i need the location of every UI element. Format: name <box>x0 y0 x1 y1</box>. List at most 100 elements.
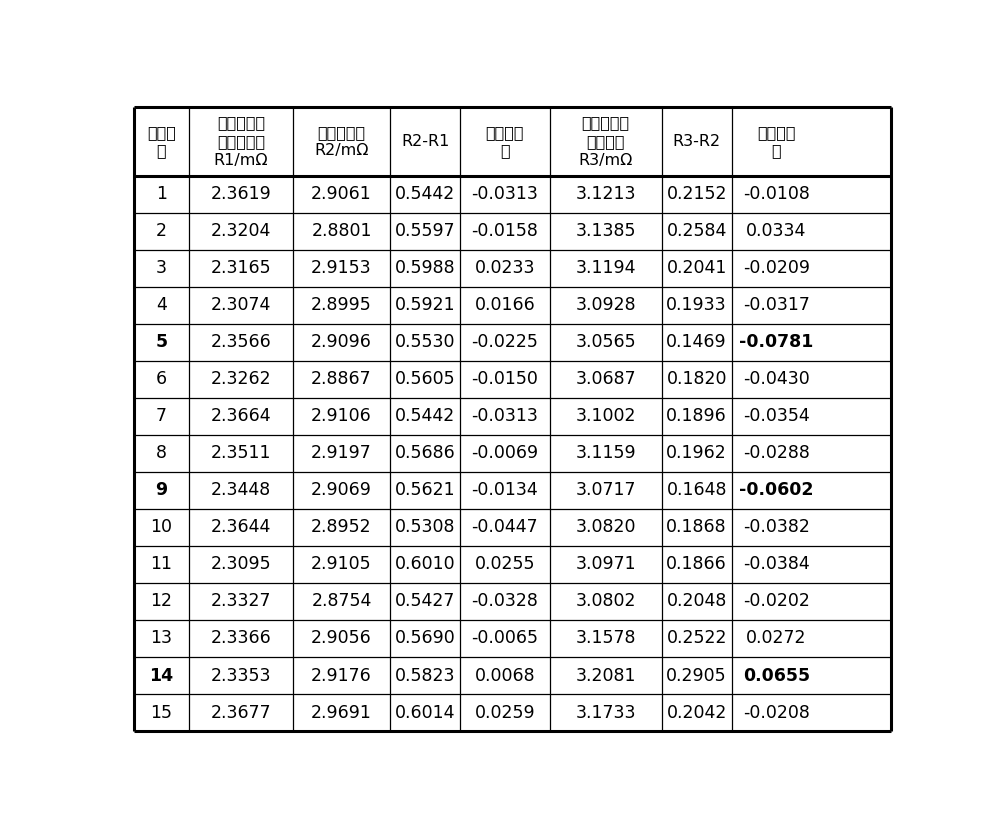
Text: 0.5442: 0.5442 <box>395 185 455 203</box>
Text: 3.0971: 3.0971 <box>575 555 636 574</box>
Text: -0.0065: -0.0065 <box>471 629 538 647</box>
Text: 偏离平均
值: 偏离平均 值 <box>757 124 796 159</box>
Text: -0.0225: -0.0225 <box>471 334 538 351</box>
Text: 2.8867: 2.8867 <box>311 370 372 388</box>
Text: 2.9153: 2.9153 <box>311 259 372 277</box>
Text: 2.9056: 2.9056 <box>311 629 372 647</box>
Text: 0.1866: 0.1866 <box>666 555 727 574</box>
Text: 0.5686: 0.5686 <box>395 444 456 462</box>
Text: 0.0655: 0.0655 <box>743 666 810 685</box>
Text: 2.9106: 2.9106 <box>311 408 372 425</box>
Text: 2.9061: 2.9061 <box>311 185 372 203</box>
Text: 2.3327: 2.3327 <box>211 593 271 611</box>
Text: 2.9096: 2.9096 <box>311 334 372 351</box>
Text: 3.1213: 3.1213 <box>575 185 636 203</box>
Text: 2.3644: 2.3644 <box>211 519 271 536</box>
Text: 0.0255: 0.0255 <box>475 555 535 574</box>
Text: 0.6014: 0.6014 <box>395 704 455 721</box>
Text: 5: 5 <box>155 334 168 351</box>
Text: -0.0313: -0.0313 <box>471 185 538 203</box>
Text: 3.1194: 3.1194 <box>575 259 636 277</box>
Text: 2.3566: 2.3566 <box>211 334 271 351</box>
Text: -0.0313: -0.0313 <box>471 408 538 425</box>
Text: -0.0781: -0.0781 <box>739 334 814 351</box>
Text: -0.0288: -0.0288 <box>743 444 810 462</box>
Text: 2.3204: 2.3204 <box>211 222 271 240</box>
Text: 2.3353: 2.3353 <box>211 666 271 685</box>
Text: 0.1648: 0.1648 <box>666 481 727 500</box>
Text: 2.3262: 2.3262 <box>211 370 271 388</box>
Text: 0.5427: 0.5427 <box>395 593 455 611</box>
Text: 2.8952: 2.8952 <box>311 519 372 536</box>
Text: -0.0384: -0.0384 <box>743 555 810 574</box>
Text: 注液后高温
搁置后内阻
R1/mΩ: 注液后高温 搁置后内阻 R1/mΩ <box>214 115 268 168</box>
Text: 0.6010: 0.6010 <box>395 555 455 574</box>
Text: 3.0687: 3.0687 <box>575 370 636 388</box>
Text: R3-R2: R3-R2 <box>673 134 721 149</box>
Text: 2.9176: 2.9176 <box>311 666 372 685</box>
Text: 0.5442: 0.5442 <box>395 408 455 425</box>
Text: 2.9691: 2.9691 <box>311 704 372 721</box>
Text: -0.0447: -0.0447 <box>472 519 538 536</box>
Text: 2.3664: 2.3664 <box>211 408 271 425</box>
Text: 偏离平均
值: 偏离平均 值 <box>486 124 524 159</box>
Text: 3: 3 <box>156 259 167 277</box>
Text: -0.0134: -0.0134 <box>472 481 538 500</box>
Text: R2-R1: R2-R1 <box>401 134 449 149</box>
Text: 2.3095: 2.3095 <box>211 555 271 574</box>
Text: 0.0272: 0.0272 <box>746 629 807 647</box>
Text: 0.2048: 0.2048 <box>666 593 727 611</box>
Text: 2.3074: 2.3074 <box>211 296 271 315</box>
Text: 6: 6 <box>156 370 167 388</box>
Text: 2.3448: 2.3448 <box>211 481 271 500</box>
Text: -0.0430: -0.0430 <box>743 370 810 388</box>
Text: 0.5921: 0.5921 <box>395 296 455 315</box>
Text: 2.9069: 2.9069 <box>311 481 372 500</box>
Text: 8: 8 <box>156 444 167 462</box>
Text: 0.0334: 0.0334 <box>746 222 807 240</box>
Text: -0.0150: -0.0150 <box>471 370 538 388</box>
Text: 0.5605: 0.5605 <box>395 370 455 388</box>
Text: -0.0202: -0.0202 <box>743 593 810 611</box>
Text: 3.1002: 3.1002 <box>575 408 636 425</box>
Text: 0.0166: 0.0166 <box>475 296 535 315</box>
Text: 2.3165: 2.3165 <box>211 259 271 277</box>
Text: 13: 13 <box>151 629 173 647</box>
Text: 15: 15 <box>151 704 173 721</box>
Text: 0.0068: 0.0068 <box>475 666 535 685</box>
Text: 2.9105: 2.9105 <box>311 555 372 574</box>
Text: -0.0602: -0.0602 <box>739 481 814 500</box>
Text: 0.5530: 0.5530 <box>395 334 455 351</box>
Text: 2.3366: 2.3366 <box>211 629 271 647</box>
Text: 9: 9 <box>155 481 168 500</box>
Text: 3.0802: 3.0802 <box>575 593 636 611</box>
Text: -0.0209: -0.0209 <box>743 259 810 277</box>
Text: 0.1962: 0.1962 <box>666 444 727 462</box>
Text: 1: 1 <box>156 185 167 203</box>
Text: 0.1896: 0.1896 <box>666 408 727 425</box>
Text: 12: 12 <box>151 593 173 611</box>
Text: 0.2905: 0.2905 <box>666 666 727 685</box>
Text: -0.0108: -0.0108 <box>743 185 810 203</box>
Text: 0.1469: 0.1469 <box>666 334 727 351</box>
Text: 3.0928: 3.0928 <box>575 296 636 315</box>
Text: 3.1578: 3.1578 <box>575 629 636 647</box>
Text: 2.8801: 2.8801 <box>311 222 372 240</box>
Text: 0.2522: 0.2522 <box>666 629 727 647</box>
Text: -0.0317: -0.0317 <box>743 296 810 315</box>
Text: -0.0069: -0.0069 <box>471 444 538 462</box>
Text: 3.1385: 3.1385 <box>575 222 636 240</box>
Text: 0.1820: 0.1820 <box>666 370 727 388</box>
Text: 2.8754: 2.8754 <box>311 593 372 611</box>
Text: 0.5690: 0.5690 <box>395 629 456 647</box>
Text: 10: 10 <box>151 519 173 536</box>
Text: 电池编
号: 电池编 号 <box>147 124 176 159</box>
Text: 14: 14 <box>149 666 174 685</box>
Text: 0.5597: 0.5597 <box>395 222 455 240</box>
Text: 0.0233: 0.0233 <box>475 259 535 277</box>
Text: 2.3619: 2.3619 <box>211 185 271 203</box>
Text: 3.0565: 3.0565 <box>575 334 636 351</box>
Text: 2: 2 <box>156 222 167 240</box>
Text: 3.2081: 3.2081 <box>575 666 636 685</box>
Text: 化成高温搁
置后内阻
R3/mΩ: 化成高温搁 置后内阻 R3/mΩ <box>578 115 633 168</box>
